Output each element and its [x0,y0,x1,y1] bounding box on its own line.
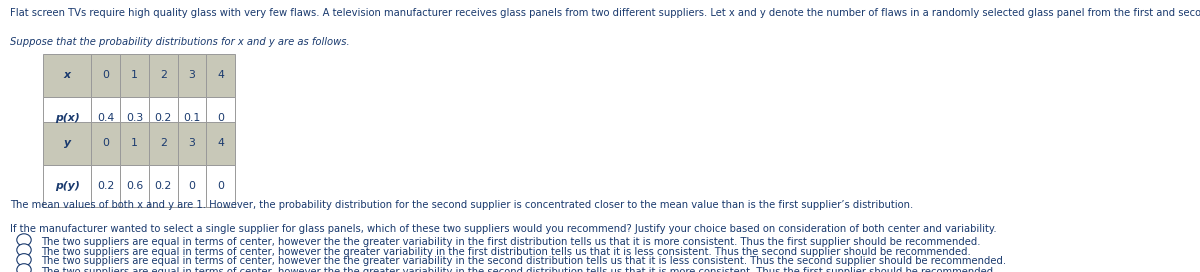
Bar [91,122,120,165]
Ellipse shape [17,244,31,256]
Text: The two suppliers are equal in terms of center, however the the greater variabil: The two suppliers are equal in terms of … [41,256,1006,267]
Text: 0.2: 0.2 [97,181,114,191]
Text: 2: 2 [160,138,167,149]
Bar [178,54,206,97]
Text: 0.2: 0.2 [155,181,172,191]
Bar [43,97,91,139]
Bar [43,54,91,97]
Text: 2: 2 [160,70,167,81]
Text: p(y): p(y) [55,181,79,191]
Text: The two suppliers are equal in terms of center, however the the greater variabil: The two suppliers are equal in terms of … [41,267,996,272]
Bar [149,54,178,97]
Bar [206,122,235,165]
Text: 3: 3 [188,70,196,81]
Text: 0.1: 0.1 [184,113,200,123]
Bar [120,54,149,97]
Text: y: y [64,138,71,149]
Text: 1: 1 [131,138,138,149]
Bar [149,97,178,139]
Text: 4: 4 [217,138,224,149]
Bar [206,54,235,97]
Bar [206,165,235,207]
Text: 0: 0 [102,138,109,149]
Bar [91,54,120,97]
Bar [206,97,235,139]
Text: 0.2: 0.2 [155,113,172,123]
Text: p(x): p(x) [55,113,79,123]
Text: 0: 0 [217,181,224,191]
Bar [178,122,206,165]
Text: 3: 3 [188,138,196,149]
Bar [91,165,120,207]
Text: 0.6: 0.6 [126,181,143,191]
Bar [43,122,91,165]
Bar [120,165,149,207]
Bar [149,122,178,165]
Text: x: x [64,70,71,81]
Text: If the manufacturer wanted to select a single supplier for glass panels, which o: If the manufacturer wanted to select a s… [10,224,996,234]
Ellipse shape [17,264,31,272]
Text: 1: 1 [131,70,138,81]
Text: The mean values of both x and y are 1. However, the probability distribution for: The mean values of both x and y are 1. H… [10,200,913,210]
Ellipse shape [17,234,31,246]
Text: Flat screen TVs require high quality glass with very few flaws. A television man: Flat screen TVs require high quality gla… [10,8,1200,18]
Text: 0.4: 0.4 [97,113,114,123]
Text: 0: 0 [217,113,224,123]
Text: The two suppliers are equal in terms of center, however the the greater variabil: The two suppliers are equal in terms of … [41,237,980,247]
Bar [120,122,149,165]
Text: 0: 0 [102,70,109,81]
Text: 4: 4 [217,70,224,81]
Text: Suppose that the probability distributions for x and y are as follows.: Suppose that the probability distributio… [10,37,349,47]
Text: 0: 0 [188,181,196,191]
Text: The two suppliers are equal in terms of center, however the greater variability : The two suppliers are equal in terms of … [41,247,971,257]
Bar [149,165,178,207]
Bar [43,165,91,207]
Bar [178,97,206,139]
Bar [178,165,206,207]
Bar [120,97,149,139]
Ellipse shape [17,254,31,266]
Text: 0.3: 0.3 [126,113,143,123]
Bar [91,97,120,139]
